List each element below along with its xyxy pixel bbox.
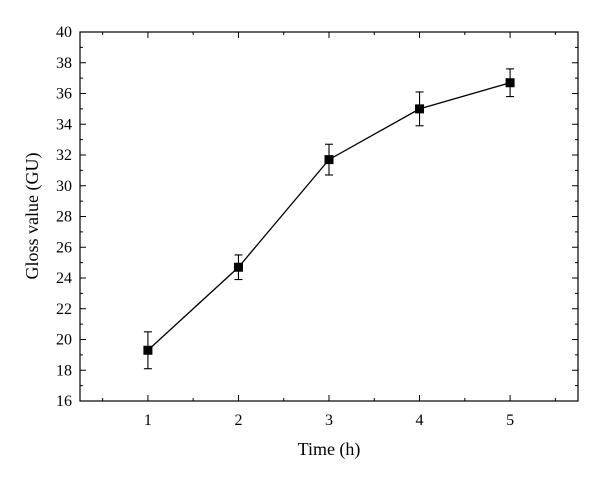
data-point xyxy=(415,104,425,114)
x-tick-label: 5 xyxy=(506,412,514,429)
x-axis-label: Time (h) xyxy=(298,439,361,460)
y-tick-label: 24 xyxy=(56,270,72,287)
y-tick-label: 34 xyxy=(56,116,72,133)
y-axis-label: Gloss value (GU) xyxy=(22,153,43,280)
y-axis-ticks: 16 18 20 22 24 26 28 30 32 34 36 38 40 xyxy=(56,24,578,410)
y-tick-label: 38 xyxy=(56,55,72,72)
y-tick-label: 18 xyxy=(56,362,72,379)
plot-area-border xyxy=(79,31,579,402)
y-tick-label: 32 xyxy=(56,147,72,164)
data-point xyxy=(233,262,243,272)
x-tick-label: 3 xyxy=(325,412,333,429)
y-tick-label: 36 xyxy=(56,86,72,103)
y-tick-label: 40 xyxy=(56,24,72,41)
data-point xyxy=(324,155,334,165)
y-tick-label: 20 xyxy=(56,332,72,349)
y-tick-label: 28 xyxy=(56,209,72,226)
series-line xyxy=(147,82,511,351)
y-tick-label: 22 xyxy=(56,301,72,318)
plot-frame xyxy=(79,31,579,402)
data-point xyxy=(505,78,515,88)
x-axis-ticks: 1 2 3 4 5 xyxy=(102,32,556,429)
y-tick-label: 30 xyxy=(56,178,72,195)
series-group xyxy=(143,68,515,370)
x-tick-label: 1 xyxy=(144,412,152,429)
x-tick-label: 2 xyxy=(234,412,242,429)
data-point xyxy=(143,345,153,355)
x-tick-label: 4 xyxy=(416,412,424,429)
y-tick-label: 26 xyxy=(56,239,72,256)
y-tick-label: 16 xyxy=(56,393,72,410)
